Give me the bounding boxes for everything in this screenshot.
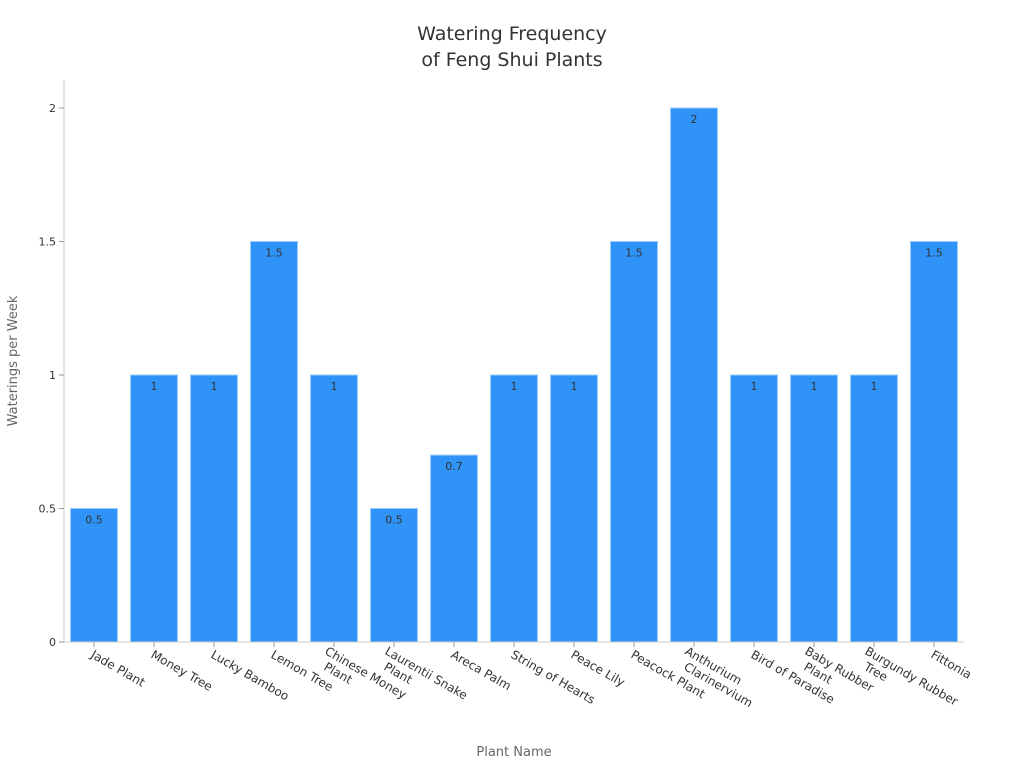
bar [610,241,658,643]
x-tick-label-line: Money Tree [149,647,215,693]
x-tick-label-line: Fittonia [929,647,974,681]
data-label: 1 [871,380,878,393]
data-label: 1 [751,380,758,393]
x-tick-label: Fittonia [929,647,974,681]
x-tick-label-line: Jade Plant [88,647,148,690]
bar [850,374,898,643]
bar [130,374,178,643]
y-tick-label: 0 [49,636,56,649]
bar [790,374,838,643]
data-label: 1 [571,380,578,393]
bar [250,241,298,643]
x-axis-label: Plant Name [476,745,551,760]
bar [310,374,358,643]
data-label: 2 [691,113,698,126]
x-tick-label: Jade Plant [88,647,148,690]
data-label: 0.7 [445,460,463,473]
data-label: 1 [811,380,818,393]
bar [190,374,238,643]
data-label: 1.5 [265,247,283,260]
data-label: 1.5 [925,247,943,260]
data-label: 1.5 [625,247,643,260]
y-tick-label: 2 [49,102,56,115]
y-tick-label: 1.5 [39,236,57,249]
data-label: 1 [511,380,518,393]
y-tick-label: 1 [49,369,56,382]
bar [730,374,778,643]
y-tick-label: 0.5 [39,503,57,516]
x-tick-label: Money Tree [149,647,215,693]
y-axis-label: Waterings per Week [6,295,21,426]
bar [430,454,478,643]
data-label: 1 [331,380,338,393]
bar [550,374,598,643]
bar [490,374,538,643]
bar [910,241,958,643]
data-label: 0.5 [85,514,103,527]
bar [370,508,418,643]
chart-title-line-1: Watering Frequency [417,23,607,45]
bar [670,107,718,643]
data-label: 0.5 [385,514,403,527]
data-label: 1 [151,380,158,393]
data-label: 1 [211,380,218,393]
bar [70,508,118,643]
chart-title-line-2: of Feng Shui Plants [421,49,602,71]
